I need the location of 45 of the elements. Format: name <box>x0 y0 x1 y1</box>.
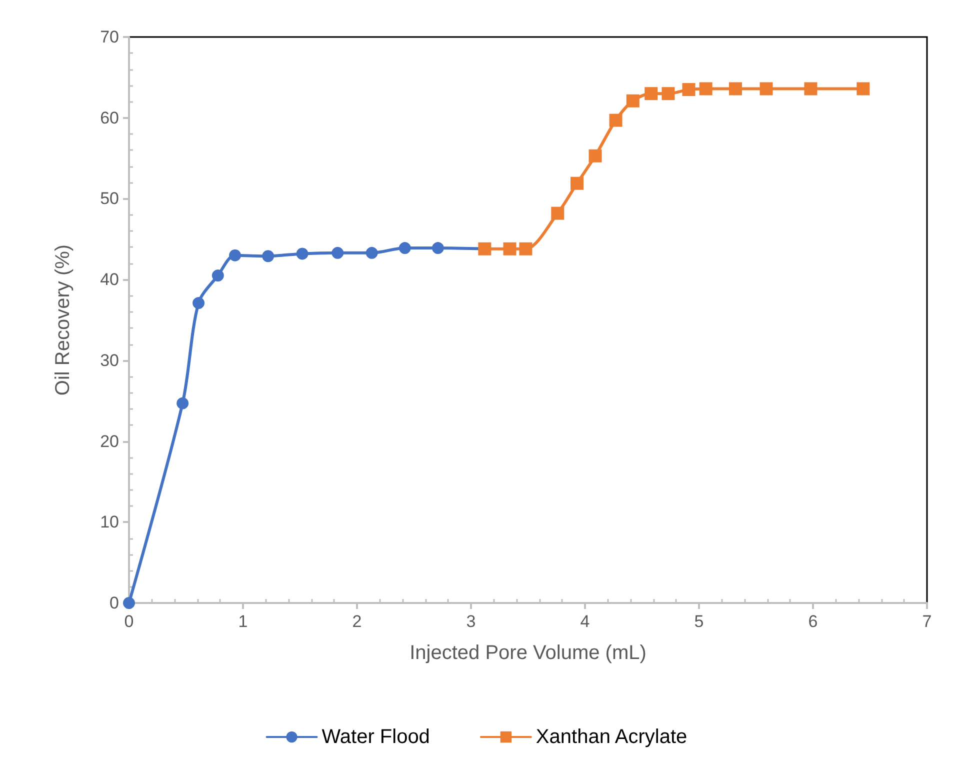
x-tick-label: 1 <box>238 612 248 631</box>
point <box>296 248 308 260</box>
y-tick-label: 0 <box>110 594 119 612</box>
point <box>699 82 712 96</box>
y-tick-label: 50 <box>100 189 119 208</box>
point <box>682 83 696 96</box>
y-tick-label: 30 <box>100 350 119 370</box>
point <box>212 270 224 282</box>
point <box>262 250 274 262</box>
legend-label: Xanthan Acrylate <box>536 726 688 748</box>
point <box>229 249 242 262</box>
x-tick-label: 7 <box>922 612 932 631</box>
point <box>588 149 602 162</box>
x-tick-label: 2 <box>352 612 362 631</box>
point <box>503 242 516 256</box>
point <box>398 242 411 254</box>
x-tick-label: 5 <box>694 612 704 631</box>
x-tick-label: 6 <box>808 612 818 631</box>
y-tick-label: 10 <box>100 512 119 532</box>
point <box>432 242 444 254</box>
point <box>366 246 378 259</box>
x-axis-title: Injected Pore Volume (mL) <box>410 642 646 664</box>
point <box>644 87 658 100</box>
y-axis-title: Oil Recovery (%) <box>52 244 74 396</box>
y-tick-label: 20 <box>100 432 119 451</box>
point <box>626 94 640 108</box>
point <box>192 297 205 310</box>
point <box>570 176 584 190</box>
point <box>519 242 532 256</box>
point <box>804 82 818 96</box>
point <box>728 82 742 96</box>
x-tick-label: 4 <box>580 612 590 631</box>
x-tick-label: 0 <box>124 612 134 631</box>
point <box>551 206 564 220</box>
point <box>760 82 773 96</box>
x-tick-label: 3 <box>466 612 476 631</box>
y-tick-label: 70 <box>100 28 119 46</box>
point <box>176 397 189 410</box>
point <box>662 87 675 100</box>
legend-label: Water Flood <box>322 726 430 748</box>
y-tick-label: 40 <box>100 270 119 290</box>
point <box>609 114 622 127</box>
point <box>332 246 344 259</box>
y-tick-label: 60 <box>100 108 119 128</box>
point <box>856 82 870 96</box>
